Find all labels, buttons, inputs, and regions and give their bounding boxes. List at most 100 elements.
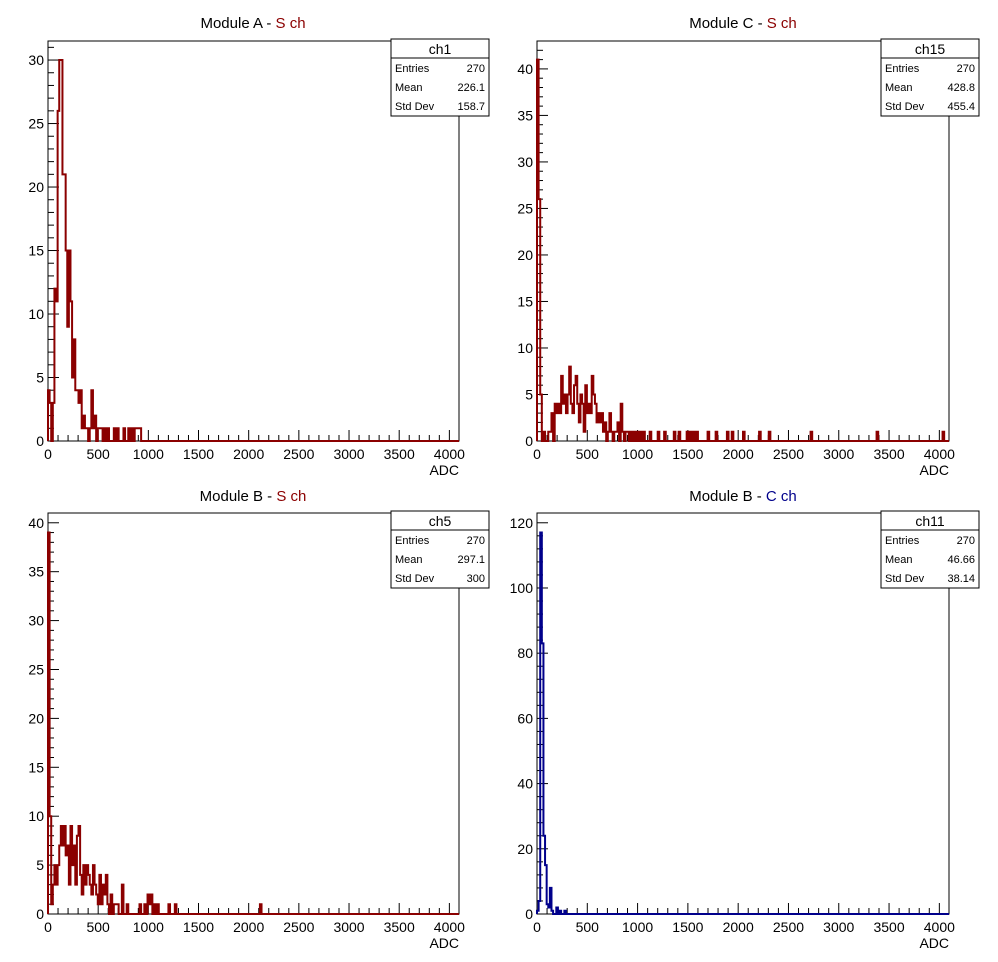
y-tick-label: 35 [28, 564, 44, 580]
stats-histogram-name: ch15 [915, 41, 946, 57]
stats-box: ch5 Entries 270 Mean 297.1 Std Dev 300 [390, 510, 490, 589]
histogram-series [47, 531, 459, 915]
y-tick-label: 10 [517, 340, 533, 356]
y-tick-label: 20 [517, 247, 533, 263]
x-tick-label: 2000 [233, 919, 264, 935]
y-axis: 0 5 10 15 20 25 30 35 40 [28, 512, 59, 922]
y-tick-label: 20 [28, 710, 44, 726]
stats-value: 297.1 [457, 554, 485, 566]
x-tick-label: 3500 [384, 446, 415, 462]
stats-label: Mean [885, 554, 913, 566]
stats-label: Mean [395, 554, 423, 566]
x-tick-label: 3000 [823, 446, 854, 462]
y-tick-label: 15 [28, 243, 44, 259]
y-tick-label: 40 [517, 776, 533, 792]
x-tick-label: 1500 [672, 446, 703, 462]
x-tick-label: 1500 [183, 919, 214, 935]
y-tick-label: 5 [525, 386, 533, 402]
stats-label: Mean [395, 82, 423, 94]
stats-label: Mean [885, 82, 913, 94]
y-tick-label: 15 [28, 759, 44, 775]
y-tick-label: 30 [517, 154, 533, 170]
stats-value: 455.4 [947, 101, 975, 113]
y-tick-label: 25 [28, 661, 44, 677]
title-channel: S ch [276, 15, 306, 32]
x-tick-label: 0 [533, 919, 541, 935]
x-tick-label: 2500 [773, 446, 804, 462]
stats-value: 270 [467, 63, 485, 75]
plot-title: Module A - S ch [200, 15, 305, 32]
y-tick-label: 20 [28, 179, 44, 195]
x-axis-label: ADC [919, 462, 949, 478]
stats-value: 46.66 [947, 554, 975, 566]
x-tick-label: 4000 [924, 919, 955, 935]
histogram-panel-2: Module C - S ch 0 500 1000 1500 2000 2500 3000 3… [517, 15, 980, 478]
x-tick-label: 1000 [622, 446, 653, 462]
x-tick-label: 500 [576, 919, 600, 935]
x-tick-label: 1000 [133, 919, 164, 935]
x-tick-label: 1000 [133, 446, 164, 462]
stats-value: 300 [467, 573, 485, 585]
y-tick-label: 20 [517, 841, 533, 857]
x-tick-label: 1500 [183, 446, 214, 462]
x-tick-label: 2500 [283, 446, 314, 462]
y-tick-label: 120 [510, 515, 534, 531]
x-tick-label: 2000 [233, 446, 264, 462]
stats-label: Entries [885, 535, 920, 547]
histogram-series [536, 58, 949, 442]
histogram-panel-1: Module A - S ch 0 500 1000 1500 2000 2500 3000 3… [28, 15, 490, 478]
y-tick-label: 0 [36, 433, 44, 449]
x-tick-label: 3500 [384, 919, 415, 935]
stats-histogram-name: ch1 [429, 41, 452, 57]
y-tick-label: 0 [525, 433, 533, 449]
title-module: Module B - [200, 488, 277, 505]
stats-box-frame [880, 38, 980, 117]
title-module: Module A - [200, 15, 275, 32]
x-tick-label: 0 [533, 446, 541, 462]
title-channel: C ch [766, 488, 797, 505]
x-tick-label: 2000 [723, 919, 754, 935]
x-tick-label: 500 [576, 446, 600, 462]
y-tick-label: 35 [517, 107, 533, 123]
x-tick-label: 4000 [434, 446, 465, 462]
y-tick-label: 30 [28, 52, 44, 68]
stats-box-frame [390, 510, 490, 589]
stats-value: 226.1 [457, 82, 485, 94]
title-channel: S ch [276, 488, 306, 505]
y-axis: 0 5 10 15 20 25 30 35 40 [517, 40, 548, 449]
y-tick-label: 25 [28, 116, 44, 132]
y-tick-label: 30 [28, 613, 44, 629]
x-tick-label: 3000 [823, 919, 854, 935]
title-module: Module B - [689, 488, 766, 505]
stats-histogram-name: ch11 [915, 513, 945, 529]
x-axis-label: ADC [429, 935, 459, 951]
histogram-series [47, 59, 459, 442]
histogram-panel-3: Module B - S ch0 500 1000 1500 2000 2500 3000 3… [28, 488, 490, 951]
histogram-panel-4: Module B - C ch0 500 1000 1500 2000 2500 3000 3… [510, 488, 980, 951]
stats-label: Entries [395, 535, 430, 547]
stats-label: Std Dev [395, 101, 435, 113]
stats-label: Entries [395, 63, 430, 75]
stats-value: 270 [467, 535, 485, 547]
x-tick-label: 3000 [333, 919, 364, 935]
plot-title: Module B - S ch [200, 488, 307, 505]
stats-box-frame [390, 38, 490, 117]
x-tick-label: 0 [44, 919, 52, 935]
stats-histogram-name: ch5 [429, 513, 452, 529]
y-tick-label: 60 [517, 710, 533, 726]
x-tick-label: 3000 [333, 446, 364, 462]
y-tick-label: 15 [517, 293, 533, 309]
x-tick-label: 4000 [434, 919, 465, 935]
y-tick-label: 0 [36, 906, 44, 922]
stats-value: 38.14 [947, 573, 975, 585]
y-tick-label: 25 [517, 200, 533, 216]
x-tick-label: 2500 [773, 919, 804, 935]
x-tick-label: 3500 [873, 919, 904, 935]
stats-box: ch15 Entries 270 Mean 428.8 Std Dev 455.4 [880, 38, 980, 117]
stats-box: ch1 Entries 270 Mean 226.1 Std Dev 158.7 [390, 38, 490, 117]
stats-value: 428.8 [947, 82, 975, 94]
